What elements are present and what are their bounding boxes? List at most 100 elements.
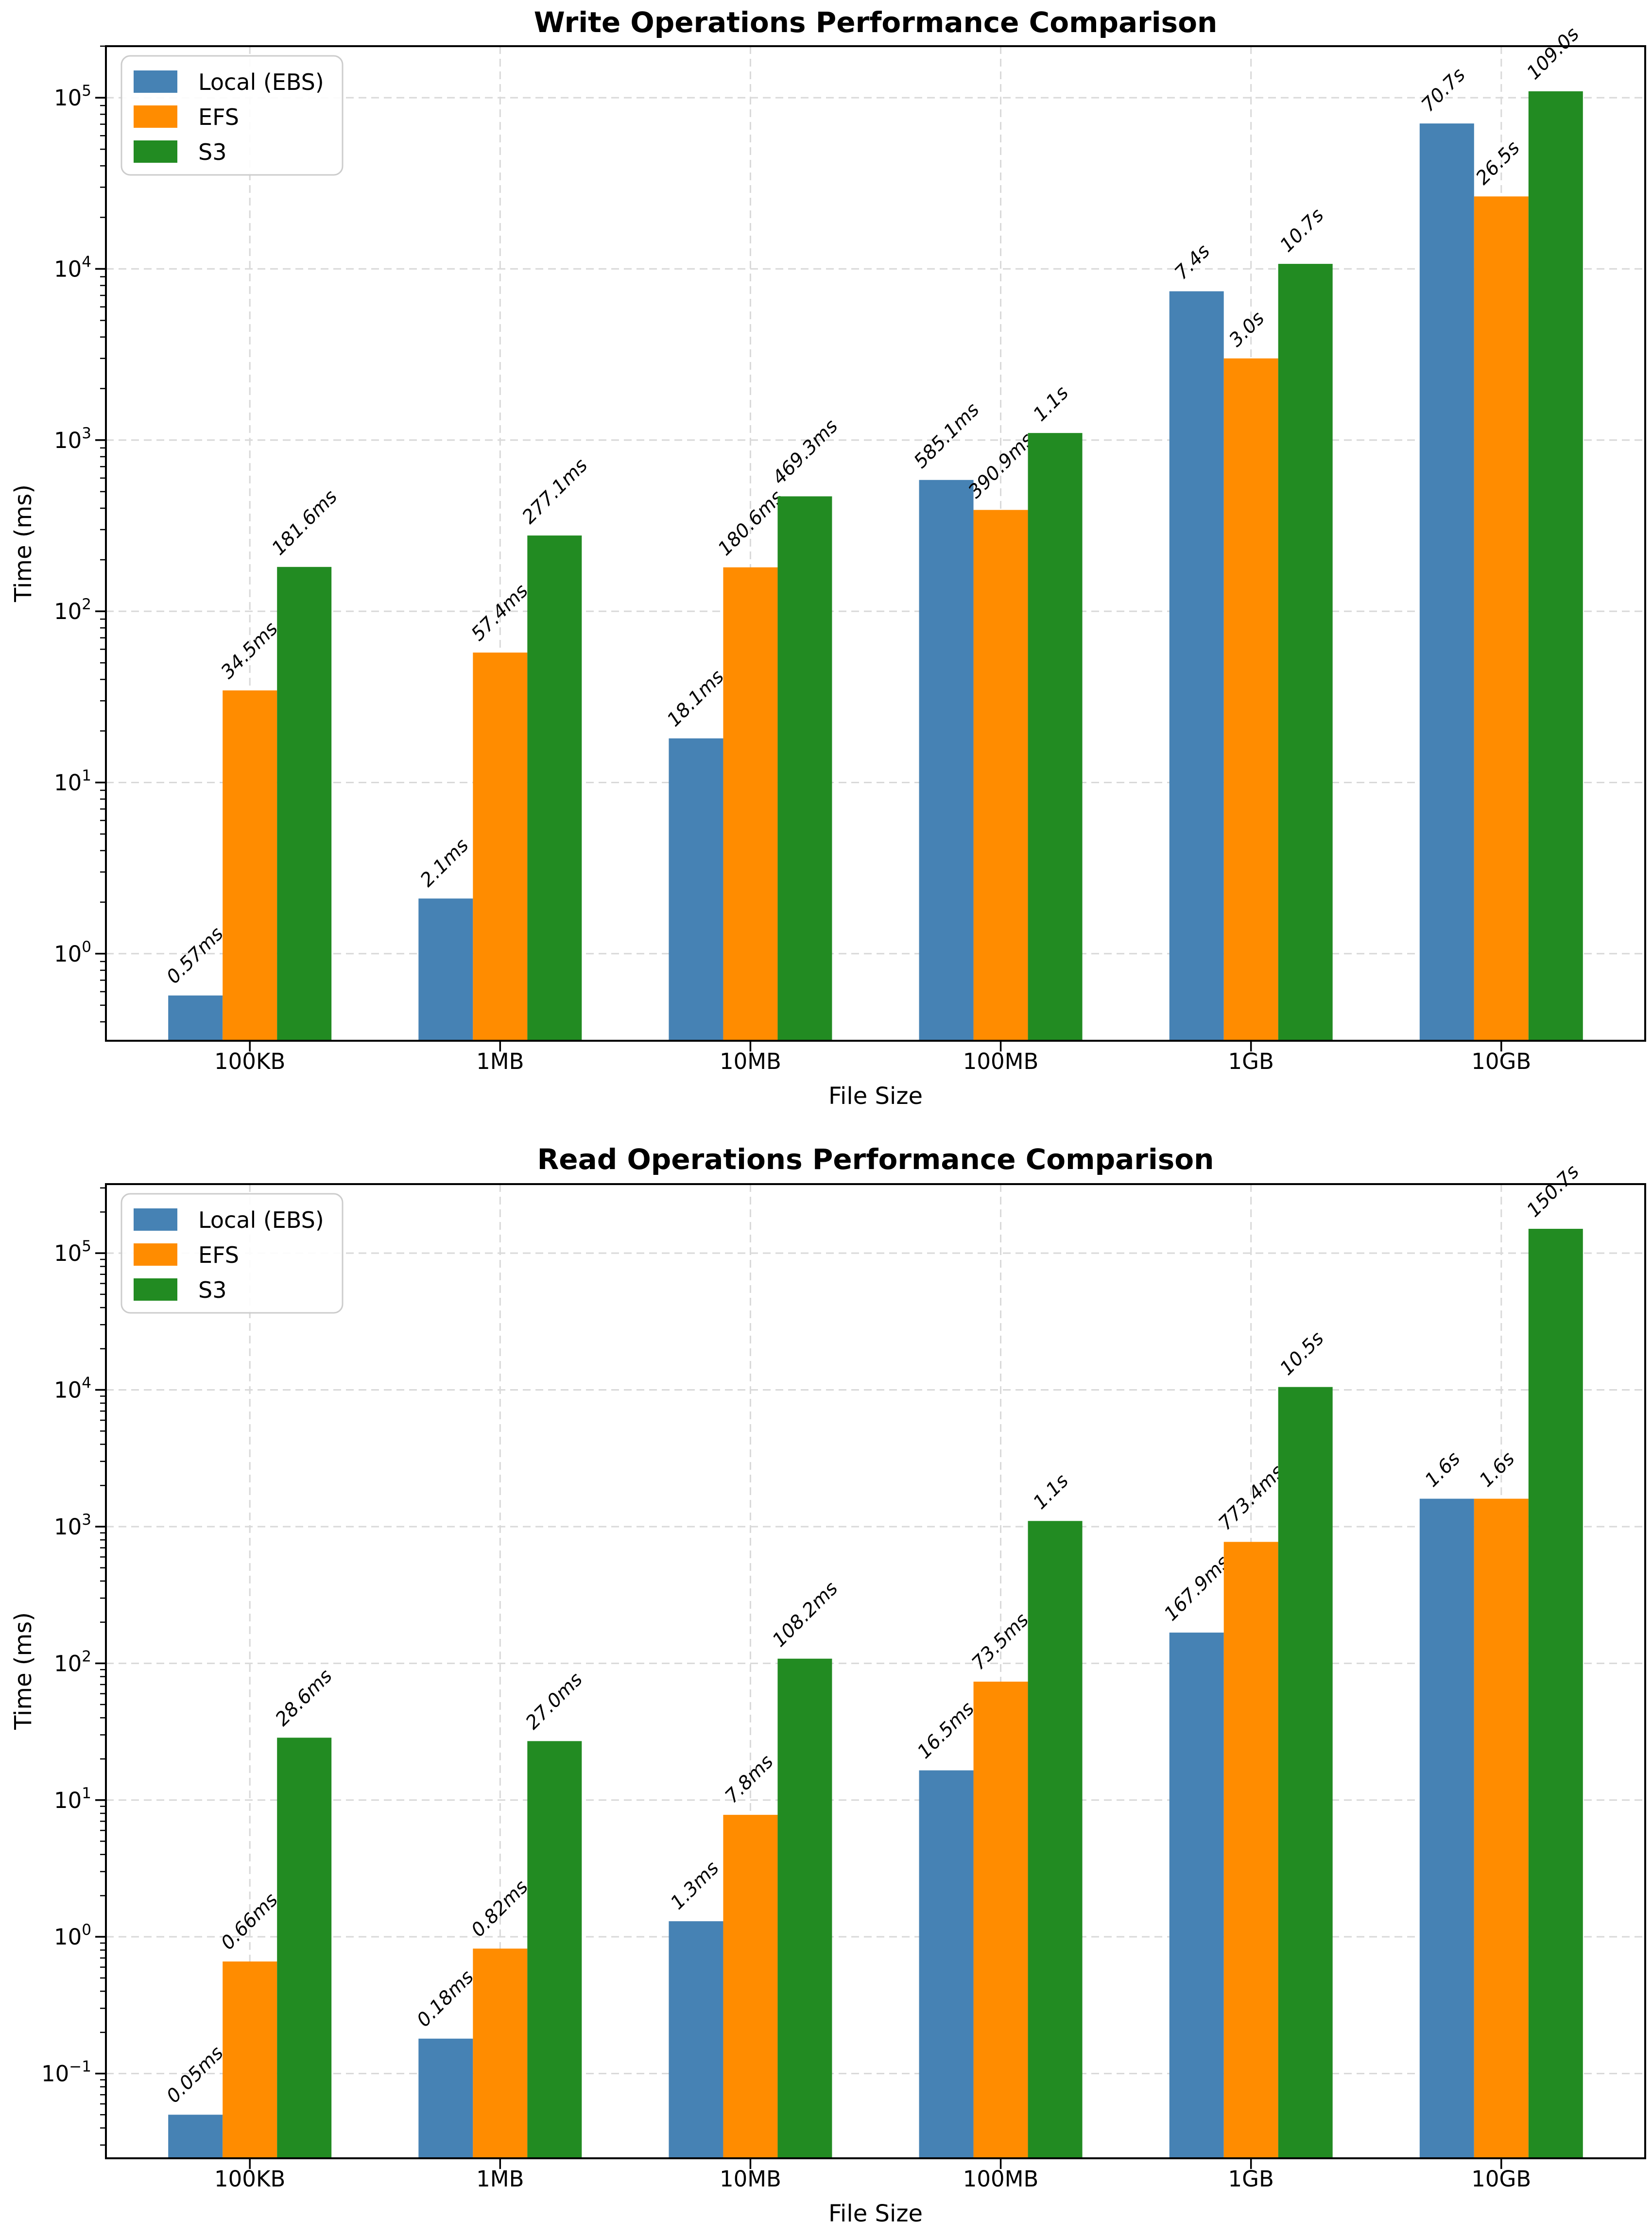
legend: Local (EBS) EFS S3 xyxy=(120,1193,344,1314)
y-tick-label: 105 xyxy=(54,1238,91,1266)
legend-label: S3 xyxy=(198,1277,226,1303)
bar-value-label: 469.3ms xyxy=(768,415,842,489)
bar-local-ebs-10mb xyxy=(669,738,723,1041)
bar-efs-100kb xyxy=(223,1961,277,2158)
bar-efs-1mb xyxy=(473,653,528,1041)
bar-s3-100kb xyxy=(277,1738,332,2158)
bar-local-ebs-1mb xyxy=(418,2038,473,2158)
bar-value-label: 26.5s xyxy=(1472,137,1524,189)
y-tick-label: 100 xyxy=(54,938,91,967)
bar-value-label: 28.6ms xyxy=(271,1665,336,1730)
legend-swatch-2 xyxy=(134,1243,177,1266)
bar-value-label: 1.6s xyxy=(1475,1448,1519,1492)
bar-efs-100mb xyxy=(973,1681,1028,2158)
bar-efs-100kb xyxy=(223,690,277,1041)
bar-value-label: 0.05ms xyxy=(162,2042,227,2107)
legend-label: EFS xyxy=(198,1242,239,1268)
bar-s3-10mb xyxy=(777,1658,832,2158)
y-tick-label: 103 xyxy=(54,1511,91,1540)
x-tick-label: 100KB xyxy=(214,2166,285,2192)
bar-local-ebs-10gb xyxy=(1419,123,1474,1041)
bar-efs-1gb xyxy=(1223,1542,1278,2158)
bar-local-ebs-100mb xyxy=(919,1770,974,2158)
bar-efs-100mb xyxy=(973,510,1028,1041)
y-tick-label: 102 xyxy=(54,1648,91,1676)
bar-local-ebs-100kb xyxy=(168,995,223,1041)
bar-local-ebs-10mb xyxy=(669,1921,723,2158)
plot-area: 0.57ms2.1ms18.1ms585.1ms7.4s70.7s34.5ms5… xyxy=(54,23,1646,1074)
bar-value-label: 0.18ms xyxy=(413,1966,478,2031)
plot-border xyxy=(105,45,1646,1042)
bar-value-label: 1.6s xyxy=(1421,1448,1464,1492)
bar-s3-100kb xyxy=(277,567,332,1041)
chart-title: Write Operations Performance Comparison xyxy=(534,6,1218,39)
bar-local-ebs-100kb xyxy=(168,2115,223,2158)
y-tick-label: 104 xyxy=(54,1375,91,1403)
bar-local-ebs-1gb xyxy=(1169,291,1224,1041)
y-tick-label: 101 xyxy=(54,767,91,795)
bar-efs-10mb xyxy=(723,567,778,1041)
x-tick-label: 1MB xyxy=(476,2166,524,2192)
bar-s3-10mb xyxy=(777,496,832,1041)
y-tick-label: 105 xyxy=(54,82,91,111)
bar-value-label: 16.5ms xyxy=(913,1698,979,1763)
bar-s3-1gb xyxy=(1278,264,1333,1041)
read-operations-chart: Read Operations Performance Comparison T… xyxy=(10,1143,1646,2227)
bar-s3-100mb xyxy=(1028,433,1083,1041)
bar-efs-10mb xyxy=(723,1815,778,2158)
bar-value-label: 1.3ms xyxy=(667,1857,723,1914)
x-axis-label: File Size xyxy=(828,2200,923,2227)
bar-value-label: 108.2ms xyxy=(768,1578,842,1652)
x-tick-label: 10MB xyxy=(720,1049,781,1074)
y-tick-label: 103 xyxy=(54,425,91,453)
bar-efs-1mb xyxy=(473,1948,528,2158)
x-axis-label: File Size xyxy=(828,1083,923,1110)
x-tick-label: 100MB xyxy=(963,2166,1039,2192)
bar-efs-1gb xyxy=(1223,358,1278,1041)
bar-value-label: 167.9ms xyxy=(1160,1551,1234,1625)
x-tick-label: 10GB xyxy=(1471,2166,1531,2192)
y-tick-label: 10−1 xyxy=(41,2058,91,2087)
bar-value-label: 585.1ms xyxy=(910,399,983,473)
bar-value-label: 1.1s xyxy=(1029,382,1073,426)
x-tick-label: 10MB xyxy=(720,2166,781,2192)
bar-s3-1gb xyxy=(1278,1387,1333,2158)
bar-value-label: 109.0s xyxy=(1523,23,1583,84)
legend-swatch-1 xyxy=(134,70,177,93)
bar-value-label: 10.5s xyxy=(1276,1327,1328,1380)
plot-border xyxy=(105,1183,1646,2159)
y-axis-label: Time (ms) xyxy=(10,1612,37,1730)
bar-s3-10gb xyxy=(1528,91,1583,1041)
legend-swatch-1 xyxy=(134,1208,177,1231)
y-tick-label: 101 xyxy=(54,1785,91,1813)
bar-value-label: 10.7s xyxy=(1276,205,1328,257)
bar-value-label: 27.0ms xyxy=(521,1669,586,1734)
bar-local-ebs-1mb xyxy=(418,898,473,1041)
chart-title: Read Operations Performance Comparison xyxy=(537,1143,1214,1176)
bar-local-ebs-1gb xyxy=(1169,1633,1224,2158)
legend-label: Local (EBS) xyxy=(198,69,324,95)
legend-swatch-2 xyxy=(134,105,177,128)
write-operations-chart: Write Operations Performance Comparison … xyxy=(10,6,1646,1110)
x-tick-label: 1MB xyxy=(476,1049,524,1074)
bar-efs-10gb xyxy=(1474,196,1529,1041)
y-tick-label: 100 xyxy=(54,1921,91,1950)
bar-value-label: 18.1ms xyxy=(663,666,728,731)
bar-value-label: 7.8ms xyxy=(721,1751,778,1807)
y-axis-label: Time (ms) xyxy=(10,484,37,602)
plot-area: 0.05ms0.18ms1.3ms16.5ms167.9ms1.6s0.66ms… xyxy=(41,1161,1646,2192)
legend-swatch-3 xyxy=(134,1278,177,1301)
bar-local-ebs-100mb xyxy=(919,480,974,1041)
bar-s3-10gb xyxy=(1528,1229,1583,2158)
bar-value-label: 2.1ms xyxy=(416,834,473,891)
bar-s3-1mb xyxy=(527,1741,582,2158)
legend-label: Local (EBS) xyxy=(198,1207,324,1233)
legend: Local (EBS) EFS S3 xyxy=(120,55,344,176)
bar-value-label: 1.1s xyxy=(1029,1470,1073,1514)
x-tick-label: 100KB xyxy=(214,1049,285,1074)
bar-value-label: 277.1ms xyxy=(518,454,592,528)
x-tick-label: 10GB xyxy=(1471,1049,1531,1074)
bar-efs-10gb xyxy=(1474,1498,1529,2158)
y-tick-label: 102 xyxy=(54,596,91,624)
